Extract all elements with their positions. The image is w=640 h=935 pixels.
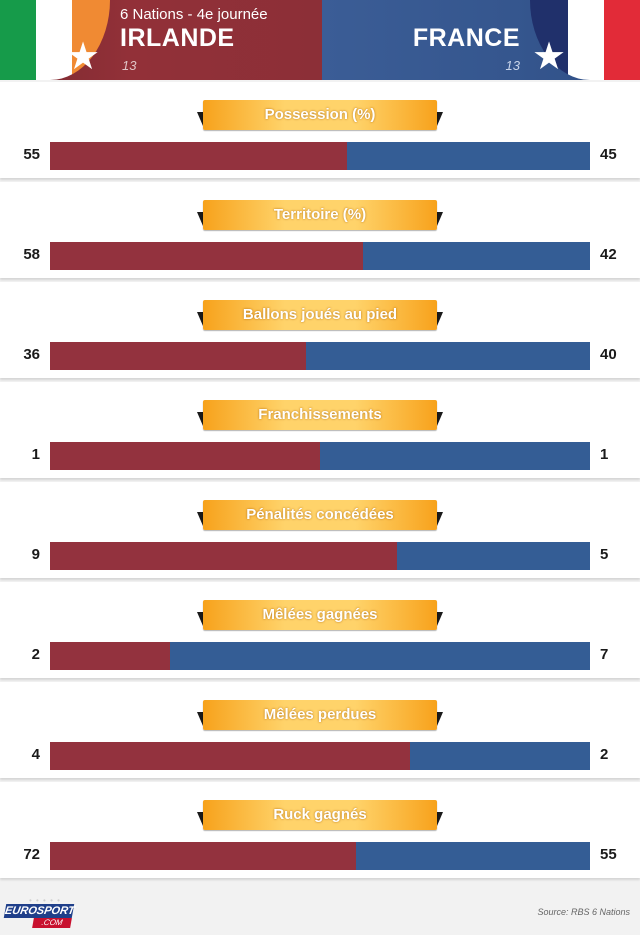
home-bar	[50, 242, 363, 270]
ribbon-fold-left	[197, 112, 203, 126]
stat-row: Ballons joués au pied 36 40	[0, 280, 640, 380]
stat-label-ribbon: Mêlées perdues	[197, 700, 443, 732]
home-value: 1	[31, 446, 40, 463]
away-value: 2	[600, 746, 609, 763]
home-value: 2	[31, 646, 40, 663]
stat-row: Pénalités concédées 9 5	[0, 480, 640, 580]
stat-label-ribbon: Mêlées gagnées	[197, 600, 443, 632]
stat-row: Territoire (%) 58 42	[0, 180, 640, 280]
home-bar	[50, 842, 356, 870]
ribbon-fold-left	[197, 412, 203, 426]
away-bar	[50, 742, 590, 770]
stat-label-ribbon: Ruck gagnés	[197, 800, 443, 832]
away-value: 7	[600, 646, 609, 663]
stat-row: Ruck gagnés 72 55	[0, 780, 640, 880]
home-bar	[50, 542, 397, 570]
away-bar	[50, 242, 590, 270]
stat-label: Franchissements	[203, 400, 437, 430]
away-bar	[50, 342, 590, 370]
stat-label-ribbon: Pénalités concédées	[197, 500, 443, 532]
star-icon: ★	[532, 36, 567, 78]
away-bar	[50, 442, 590, 470]
match-title: 6 Nations - 4e journée	[120, 6, 268, 23]
ribbon-fold-right	[437, 512, 443, 526]
stat-label: Ruck gagnés	[203, 800, 437, 830]
home-bar	[50, 342, 306, 370]
away-value: 40	[600, 346, 617, 363]
eurosport-logo: • • • • • EUROSPORT .COM	[3, 896, 76, 928]
ribbon-fold-right	[437, 412, 443, 426]
ribbon-fold-left	[197, 812, 203, 826]
ribbon-fold-right	[437, 212, 443, 226]
away-team-name: FRANCE	[412, 24, 520, 52]
home-value: 58	[23, 246, 40, 263]
stat-label: Pénalités concédées	[203, 500, 437, 530]
away-value: 5	[600, 546, 609, 563]
home-value: 72	[23, 846, 40, 863]
ribbon-fold-left	[197, 712, 203, 726]
stat-label-ribbon: Ballons joués au pied	[197, 300, 443, 332]
match-header: ★ ★ 6 Nations - 4e journée IRLANDE FRANC…	[0, 0, 640, 80]
away-value: 45	[600, 146, 617, 163]
ribbon-fold-left	[197, 212, 203, 226]
ribbon-fold-left	[197, 312, 203, 326]
ribbon-fold-right	[437, 112, 443, 126]
away-bar	[50, 142, 590, 170]
ribbon-fold-right	[437, 612, 443, 626]
source-note: Source: RBS 6 Nations	[537, 907, 630, 917]
stat-row: Franchissements 1 1	[0, 380, 640, 480]
home-bar	[50, 642, 170, 670]
ireland-flag-icon	[0, 0, 110, 80]
away-value: 55	[600, 846, 617, 863]
stat-row: Mêlées perdues 4 2	[0, 680, 640, 780]
stat-row: Mêlées gagnées 2 7	[0, 580, 640, 680]
stat-label-ribbon: Franchissements	[197, 400, 443, 432]
stat-row: Possession (%) 55 45	[0, 80, 640, 180]
france-flag-icon	[530, 0, 640, 80]
stat-label: Mêlées perdues	[203, 700, 437, 730]
ribbon-fold-right	[437, 312, 443, 326]
home-value: 55	[23, 146, 40, 163]
stat-label: Possession (%)	[203, 100, 437, 130]
away-value: 42	[600, 246, 617, 263]
home-value: 36	[23, 346, 40, 363]
ribbon-fold-left	[197, 512, 203, 526]
stat-label: Territoire (%)	[203, 200, 437, 230]
stat-label-ribbon: Possession (%)	[197, 100, 443, 132]
ribbon-fold-right	[437, 812, 443, 826]
footer: • • • • • EUROSPORT .COM Source: RBS 6 N…	[0, 888, 640, 935]
stat-label-ribbon: Territoire (%)	[197, 200, 443, 232]
away-team-score: 13	[505, 58, 520, 73]
star-icon: ★	[66, 36, 101, 78]
home-bar	[50, 742, 410, 770]
away-bar	[50, 642, 590, 670]
away-value: 1	[600, 446, 609, 463]
stat-label: Mêlées gagnées	[203, 600, 437, 630]
home-team-name: IRLANDE	[120, 24, 235, 52]
home-value: 9	[31, 546, 40, 563]
home-value: 4	[31, 746, 40, 763]
ribbon-fold-left	[197, 612, 203, 626]
away-bar	[50, 542, 590, 570]
ribbon-fold-right	[437, 712, 443, 726]
away-bar	[50, 842, 590, 870]
home-bar	[50, 142, 347, 170]
home-team-score: 13	[122, 58, 137, 73]
home-bar	[50, 442, 320, 470]
logo-sub: .COM	[32, 918, 72, 928]
stat-label: Ballons joués au pied	[203, 300, 437, 330]
logo-text: EUROSPORT	[3, 904, 76, 918]
